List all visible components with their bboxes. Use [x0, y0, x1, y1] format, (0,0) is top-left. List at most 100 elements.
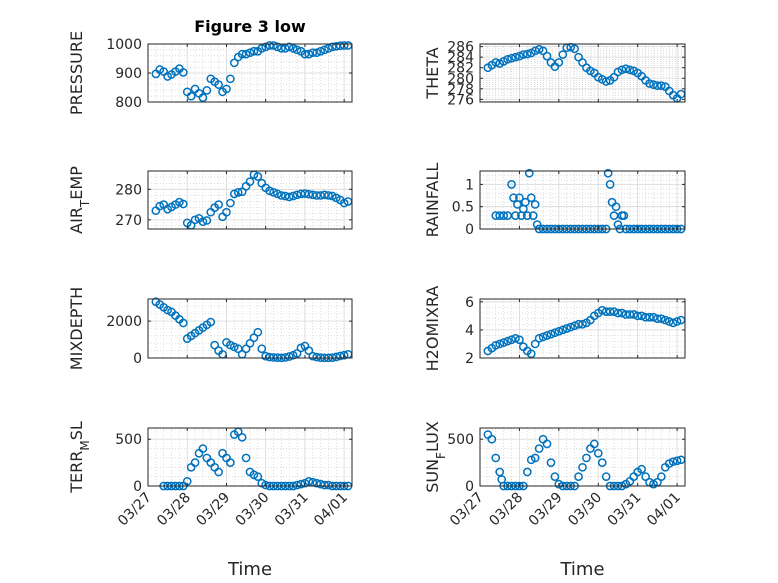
data-point: [241, 49, 251, 59]
data-point: [316, 46, 325, 56]
axes-frame: [147, 298, 353, 359]
data-point: [625, 310, 635, 319]
y-tick-label: 280: [115, 182, 142, 198]
data-point: [178, 68, 188, 77]
data-point: [672, 456, 682, 466]
x-tick-label: 03/27: [115, 490, 155, 530]
x-tick-label: 04/01: [644, 490, 684, 530]
x-tick-label: 03/31: [272, 490, 312, 530]
data-point: [550, 328, 560, 338]
data-point: [292, 190, 302, 200]
data-point: [532, 220, 542, 229]
data-point: [198, 217, 208, 227]
data-point: [511, 52, 520, 62]
data-point: [300, 189, 310, 198]
data-point: [312, 48, 322, 58]
data-point: [570, 44, 579, 54]
data-point: [487, 434, 497, 444]
data-point: [222, 84, 231, 94]
y-axis-label: RAINFALL: [423, 163, 442, 238]
y-axis-label: THETA: [423, 47, 442, 99]
y-tick-label: 0: [133, 479, 142, 495]
data-point: [324, 191, 333, 200]
data-point: [273, 42, 282, 52]
plot-area: [147, 170, 353, 230]
x-tick-label: 03/28: [486, 490, 526, 530]
data-point: [546, 329, 556, 339]
data-point: [265, 186, 274, 196]
y-tick-label: 270: [115, 213, 142, 229]
data-point: [522, 211, 532, 220]
data-point: [339, 350, 349, 360]
x-tick-label: 03/27: [447, 490, 487, 530]
data-point: [593, 448, 603, 458]
data-point: [550, 472, 560, 481]
data-point: [534, 333, 544, 343]
x-tick-label: 03/31: [605, 490, 645, 530]
data-point: [304, 49, 314, 59]
data-point: [530, 200, 540, 209]
data-point: [605, 307, 615, 316]
y-label-subscript: M: [78, 440, 92, 450]
data-point: [277, 191, 286, 200]
data-point: [619, 211, 629, 220]
axes-frame: [479, 43, 686, 103]
data-point: [257, 44, 267, 53]
data-point: [534, 44, 544, 54]
data-point: [292, 349, 302, 358]
y-tick-label: 276: [447, 92, 474, 108]
data-point: [637, 464, 646, 474]
data-point: [284, 42, 294, 52]
data-point: [625, 65, 635, 75]
data-point: [534, 444, 544, 453]
data-point: [288, 191, 298, 201]
subplot-title: Figure 3 low: [194, 17, 306, 36]
data-point: [656, 472, 666, 481]
y-axis-label: TERRMSL: [67, 421, 92, 494]
data-point: [597, 458, 607, 467]
data-point: [641, 472, 650, 481]
y-axis-label: SUNFLUX: [423, 421, 448, 493]
data-point: [226, 458, 235, 467]
data-point: [528, 211, 538, 220]
y-axis-label: PRESSURE: [67, 31, 86, 115]
data-point: [241, 344, 251, 354]
data-point: [653, 81, 662, 91]
data-point: [522, 49, 532, 59]
data-point: [214, 200, 223, 209]
data-point: [198, 444, 208, 453]
data-point: [320, 190, 329, 200]
data-point: [668, 457, 678, 467]
y-label-rest: EMP: [67, 166, 86, 200]
series-terr_msl: [159, 427, 353, 491]
data-point: [226, 198, 235, 208]
y-tick-label: 0: [133, 351, 142, 367]
data-point: [214, 467, 223, 477]
data-point: [292, 480, 302, 490]
data-point: [491, 341, 501, 350]
data-point: [574, 472, 583, 481]
data-point: [578, 462, 587, 472]
data-point: [280, 353, 290, 362]
data-point: [566, 322, 576, 332]
data-point: [621, 64, 631, 74]
y-tick-label: 4: [465, 323, 474, 339]
data-point: [253, 327, 263, 337]
data-point: [613, 220, 623, 229]
y-tick-label: 500: [115, 432, 142, 448]
y-tick-label: 1000: [106, 37, 142, 53]
data-point: [249, 333, 259, 343]
data-point: [601, 472, 611, 481]
axes-frame: [479, 170, 686, 230]
data-point: [304, 346, 314, 355]
y-tick-label: 280: [447, 71, 474, 87]
data-point: [324, 44, 333, 53]
y-tick-label: 278: [447, 82, 474, 98]
y-tick-label: 900: [115, 66, 142, 82]
data-point: [300, 49, 310, 59]
axes-frame: [147, 427, 353, 487]
subplot-rainfall: 0 0.5 1 RAINFALL: [423, 163, 686, 238]
data-point: [339, 41, 349, 50]
y-tick-label: 0: [465, 222, 474, 238]
